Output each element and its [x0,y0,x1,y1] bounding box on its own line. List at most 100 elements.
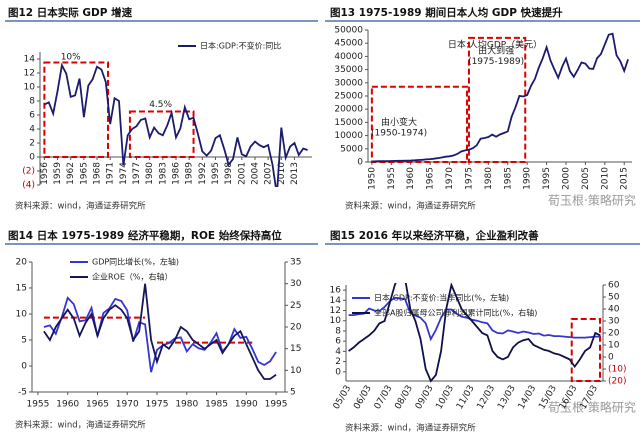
y2-tick-label: 50 [608,293,620,303]
x-tick-label: 06/03 [352,384,374,411]
x-tick-label: 1960 [406,167,416,190]
x-tick-label: 1995 [265,400,288,410]
y-tick-label: 8 [335,326,341,336]
highlight-box [128,110,195,158]
x-tick-label: 1950 [367,167,377,190]
x-tick-label: 09/03 [414,384,436,411]
y2-tick-label: 20 [290,323,302,333]
y-tick-label: 4 [335,347,341,357]
y-tick-label: 25000 [334,92,363,102]
x-tick-label: 2010 [600,167,610,190]
x-tick-label: 1998 [224,162,234,185]
y-tick-label: 14 [24,55,36,65]
y2-tick-label: 30 [608,317,620,327]
x-tick-label: 1955 [26,400,49,410]
legend-label: 日本:人均GDP（美元） [448,39,542,51]
x-tick-label: 1970 [445,167,455,190]
y-tick-label: 5000 [340,144,363,154]
source-note: 资料来源：wind，海通证券研究所 [15,201,146,212]
y-tick-label: 6 [29,111,35,121]
watermark: 荀玉根·策略研究 [548,193,636,208]
y2-tick-label: 60 [608,281,620,291]
x-tick-label: 1965 [86,400,109,410]
legend-label: 企业ROE（%，右轴） [92,272,173,282]
chart-title: 图12 日本实际 GDP 增速 [8,6,133,19]
y2-tick-label: 35 [290,258,301,268]
x-tick-label: 1983 [158,162,168,185]
x-tick-label: 1960 [56,400,79,410]
y2-tick-label: 0 [608,353,614,363]
x-tick-label: 1995 [211,162,221,185]
annotation: 由小变大 [381,116,417,128]
y2-tick-label: 10 [608,341,620,351]
x-tick-label: 12/03 [476,384,498,411]
x-tick-label: 14/03 [517,384,539,411]
y-tick-label: 20000 [334,105,363,115]
series-line [348,296,601,342]
x-tick-label: 1968 [93,162,103,185]
y2-tick-label: 25 [290,301,301,311]
y2-tick-label: (10) [608,365,626,375]
y-tick-label: (2) [22,167,35,177]
y2-tick-label: 30 [290,279,302,289]
x-tick-label: 1965 [79,162,89,185]
y-tick-label: 50000 [334,26,363,36]
y2-tick-label: 40 [608,305,620,315]
chart-title: 图14 日本 1975-1989 经济平稳期，ROE 始终保持高位 [8,229,282,242]
y-tick-label: 35000 [334,65,363,75]
chart-title: 图13 1975-1989 期间日本人均 GDP 快速提升 [330,6,563,19]
x-tick-label: 08/03 [393,384,415,411]
x-tick-label: 1975 [464,167,474,190]
y2-tick-label: 5 [290,388,296,398]
source-note: 资料来源：wind，海通证券研究所 [15,420,146,431]
y2-tick-label: 20 [608,329,620,339]
legend-label: 日本:GDP:不变价:同比 [200,41,281,51]
x-tick-label: 2004 [250,162,260,185]
x-tick-label: 07/03 [373,384,395,411]
y-tick-label: 4 [29,125,35,135]
y-tick-label: 12 [24,69,35,79]
x-tick-label: 2010 [277,162,287,185]
x-tick-label: 1974 [119,162,129,185]
x-tick-label: 1990 [523,167,533,190]
x-tick-label: 1971 [106,162,116,185]
y2-tick-label: 15 [290,344,301,354]
series-line [371,32,629,163]
x-tick-label: 1995 [542,167,552,190]
y-tick-label: 0 [29,153,35,163]
x-tick-label: 1986 [172,162,182,185]
x-tick-label: 1980 [145,162,155,185]
x-tick-label: 1970 [116,400,139,410]
legend-label: 日本:GDP:不变价:当季同比(%，左轴) [374,293,509,303]
x-tick-label: 2001 [237,162,247,185]
y-tick-label: 15 [16,284,27,294]
x-tick-label: 1992 [198,162,208,185]
source-note: 资料来源：wind，海通证券研究所 [345,201,476,212]
y-tick-label: 5 [21,336,27,346]
annotation: 4.5% [149,100,172,110]
chart-title: 图15 2016 年以来经济平稳，企业盈利改善 [330,229,539,242]
x-tick-label: 05/03 [332,384,354,411]
legend-label: GDP同比增长(%，左轴) [92,257,179,267]
y-tick-label: 15000 [334,118,363,128]
annotation: (1950-1974) [371,128,427,138]
x-tick-label: 1959 [53,162,63,185]
y-tick-label: 45000 [334,39,363,49]
x-tick-label: 10/03 [435,384,457,411]
series-line [348,283,601,383]
y-tick-label: 16 [330,286,342,296]
x-tick-label: 2015 [620,167,630,190]
highlight-box [570,318,601,382]
x-tick-label: 1985 [503,167,513,190]
y-tick-label: 40000 [334,52,363,62]
x-tick-label: 13/03 [496,384,518,411]
series-line [44,62,308,187]
x-tick-label: 1980 [484,167,494,190]
y2-tick-label: 10 [290,366,302,376]
annotation: (1975-1989) [468,57,524,67]
legend-label: 全部A股归属母公司净利润累计同比(%，右轴) [374,308,537,318]
y-tick-label: 0 [21,362,27,372]
x-tick-label: 1975 [146,400,169,410]
x-tick-label: 2013 [290,162,300,185]
